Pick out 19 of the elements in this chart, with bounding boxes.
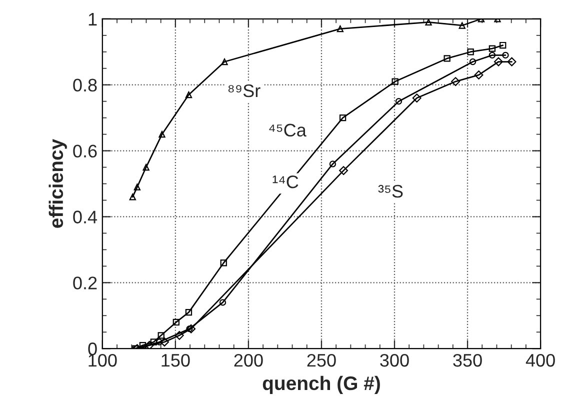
x-tick-label: 100 [88,354,117,367]
y-tick-label: 0.8 [73,78,97,92]
y-tick-label: 0 [88,342,97,356]
annotation: ¹⁴C [272,175,298,188]
x-tick-label: 400 [526,354,555,367]
x-tick-label: 250 [307,354,336,367]
y-tick-label: 0.2 [73,276,97,290]
y-tick-label: 0.4 [73,210,98,224]
y-tick-label: 0.6 [73,144,97,158]
x-tick-label: 150 [162,354,190,367]
y-tick-label: 1 [88,13,97,26]
x-tick-label: 300 [380,354,409,367]
x-tick-label: 200 [234,354,263,367]
x-tick-label: 350 [453,354,482,367]
x-axis-title: quench (G #) [262,376,380,394]
y-axis-title: efficiency [48,139,67,228]
annotation: ⁴⁵Ca [269,124,306,137]
annotation: ³⁵S [378,184,403,198]
annotation: ⁸⁹Sr [228,84,260,98]
